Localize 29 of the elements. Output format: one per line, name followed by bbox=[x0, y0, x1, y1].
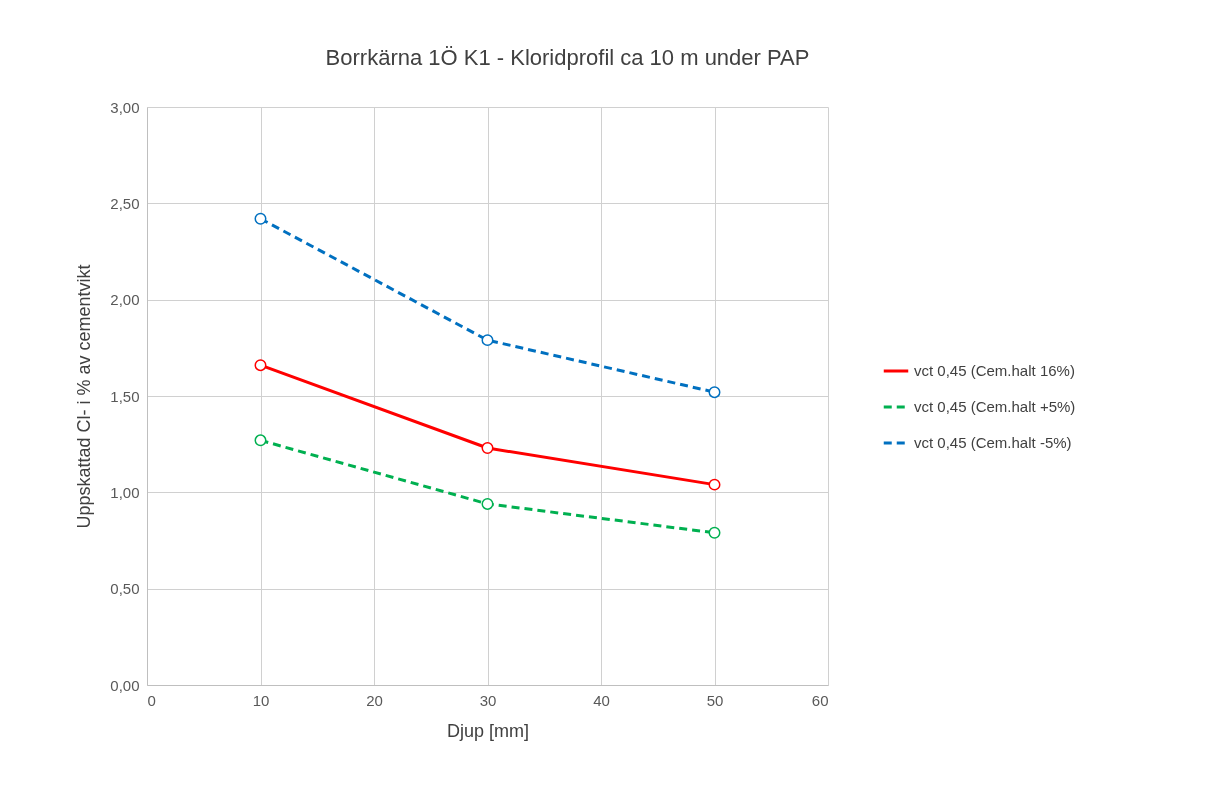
legend-label: vct 0,45 (Cem.halt 16%) bbox=[914, 362, 1075, 379]
x-tick-label: 10 bbox=[252, 691, 270, 709]
y-tick-label: 3,00 bbox=[110, 98, 140, 116]
x-tick-label: 60 bbox=[811, 691, 829, 709]
point bbox=[254, 212, 267, 225]
y-tick-label: 0,00 bbox=[110, 676, 140, 694]
y-tick-label: 0,50 bbox=[110, 580, 140, 598]
legend-label: vct 0,45 (Cem.halt +5%) bbox=[914, 398, 1076, 415]
chart-title: Borrkärna 1Ö K1 - Kloridprofil ca 10 m under PAP bbox=[325, 45, 810, 70]
y-tick-label: 2,50 bbox=[110, 194, 140, 212]
point bbox=[254, 359, 267, 372]
point bbox=[708, 526, 721, 539]
point bbox=[708, 386, 721, 399]
x-tick-label: 50 bbox=[706, 691, 724, 709]
point bbox=[254, 434, 267, 447]
y-tick-label: 2,00 bbox=[110, 291, 140, 309]
x-tick-label: 0 bbox=[147, 691, 156, 709]
point bbox=[481, 442, 494, 454]
x-tick-label: 40 bbox=[593, 691, 610, 709]
y-tick-label: 1,00 bbox=[110, 483, 140, 501]
legend-label: vct 0,45 (Cem.halt -5%) bbox=[914, 434, 1072, 451]
x-axis-title: Djup [mm] bbox=[446, 720, 530, 741]
x-tick-label: 30 bbox=[479, 691, 497, 709]
point bbox=[481, 334, 494, 347]
point bbox=[481, 497, 494, 510]
y-tick-label: 1,50 bbox=[110, 387, 140, 405]
point bbox=[708, 478, 721, 491]
y-axis-title: Uppskattad Cl- i % av cementvikt bbox=[74, 264, 95, 529]
x-tick-label: 20 bbox=[366, 691, 383, 709]
